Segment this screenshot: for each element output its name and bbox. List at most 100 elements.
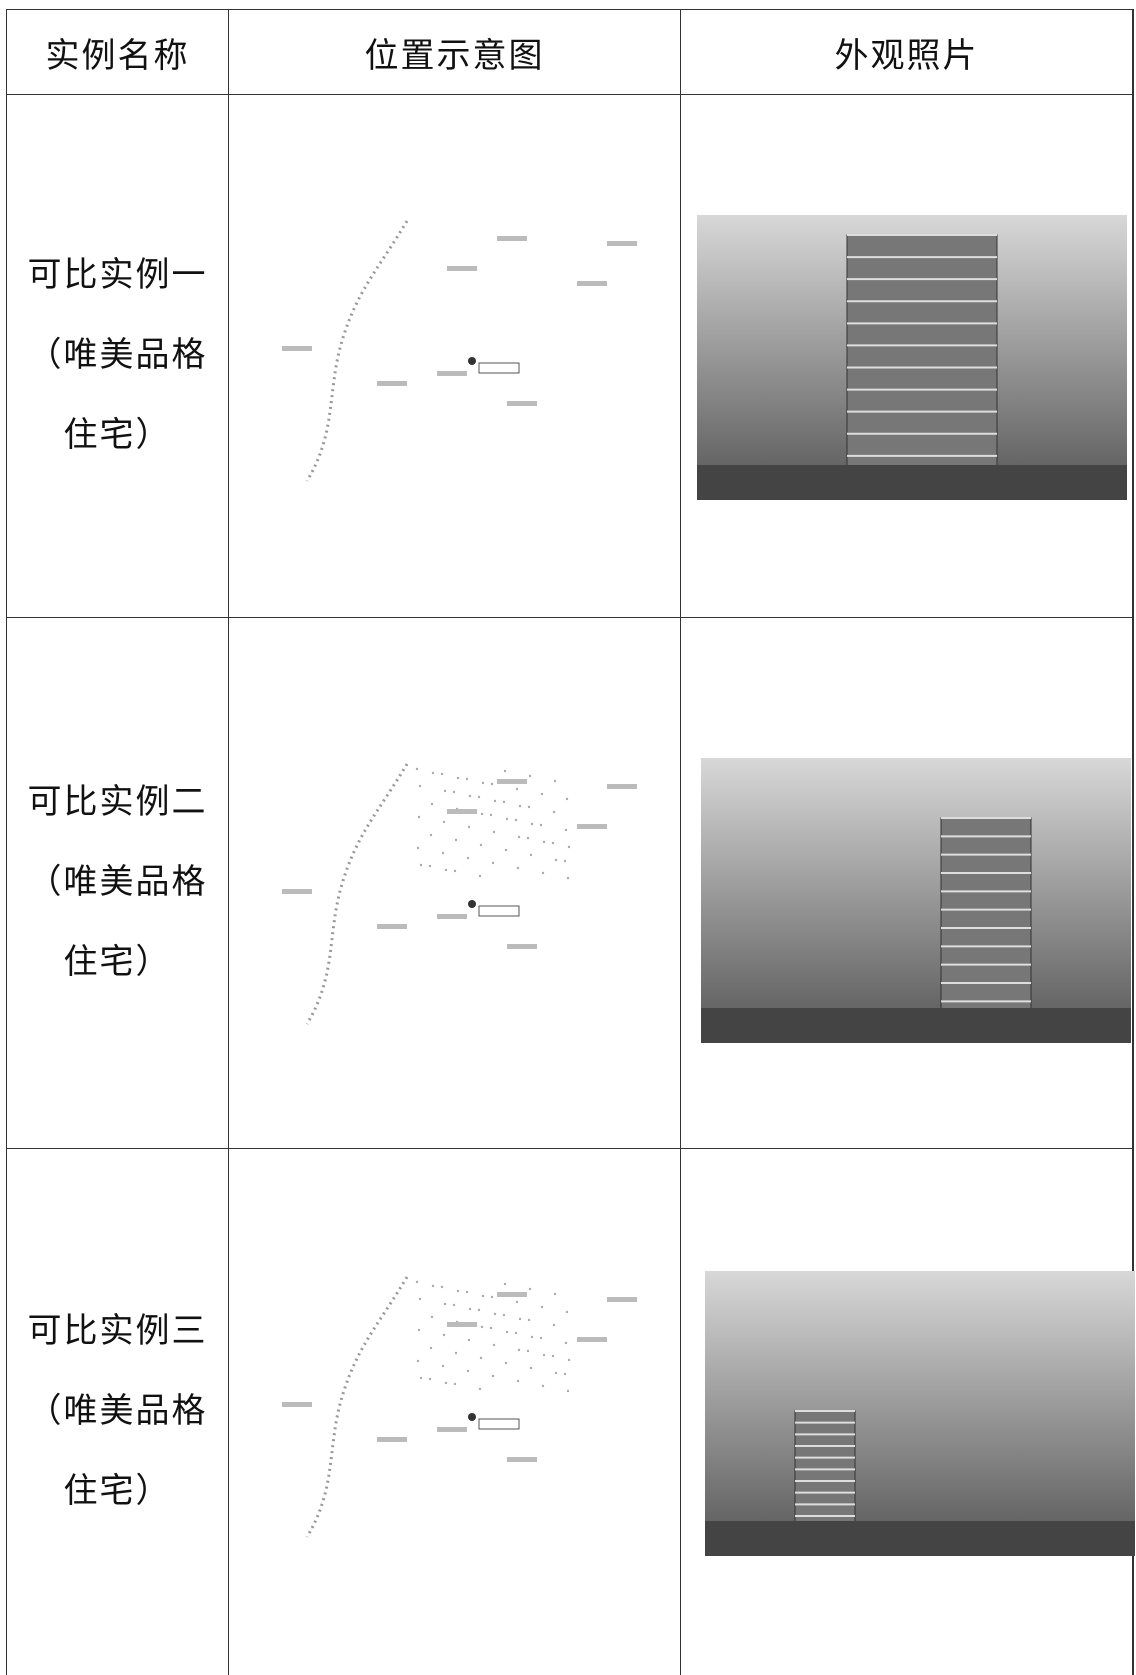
map-text	[607, 1297, 637, 1302]
map-label-box	[478, 362, 520, 374]
map-dot	[514, 818, 518, 822]
map-dot	[564, 1341, 568, 1345]
map-text	[577, 1337, 607, 1342]
map-dot	[566, 1389, 570, 1393]
map-dot	[540, 1305, 544, 1309]
map-dot	[480, 812, 484, 816]
map-dot	[530, 1335, 534, 1339]
map-dot	[528, 1287, 532, 1291]
name-line: 可比实例二	[27, 784, 208, 821]
name-line: 可比实例一	[27, 257, 208, 294]
map-text	[377, 1437, 407, 1442]
map-dot	[467, 1338, 471, 1342]
map-dot	[552, 1323, 556, 1327]
map-dot	[441, 851, 445, 855]
map-dot	[566, 876, 570, 880]
map-text	[377, 924, 407, 929]
map-dot	[563, 1372, 567, 1376]
header-cell: 位置示意图	[228, 9, 680, 94]
map-dot	[442, 820, 446, 824]
map-dot	[516, 866, 520, 870]
map-dot	[529, 853, 533, 857]
map-dot	[502, 1313, 506, 1317]
map-dot	[467, 825, 471, 829]
ground	[705, 1521, 1135, 1556]
map-dot	[466, 1369, 470, 1373]
map-dot	[479, 843, 483, 847]
map-dot	[492, 830, 496, 834]
map-dot	[553, 779, 557, 783]
map-dot	[468, 1307, 472, 1311]
map-dot	[489, 813, 493, 817]
map-dot	[489, 1326, 493, 1330]
location-map	[282, 763, 637, 1025]
map-dot	[465, 777, 469, 781]
name-line: （唯美品格	[27, 1393, 208, 1430]
map-dot	[429, 833, 433, 837]
map-dot	[490, 782, 494, 786]
map-text	[282, 1402, 312, 1407]
photo-cell	[680, 617, 1132, 1148]
map-dot	[503, 1282, 507, 1286]
map-dot	[502, 800, 506, 804]
river-line	[305, 220, 409, 482]
photo-cell	[680, 1148, 1135, 1675]
name-line: 住宅）	[63, 417, 172, 454]
map-dot	[431, 771, 435, 775]
map-dot	[491, 861, 495, 865]
map-dot	[478, 1387, 482, 1391]
map-cell	[228, 617, 680, 1148]
map-dot	[553, 1292, 557, 1296]
map-dot	[415, 1280, 419, 1284]
name-line: 住宅）	[63, 1473, 172, 1510]
map-text	[507, 944, 537, 949]
map-dot	[518, 804, 522, 808]
name-line: 住宅）	[63, 944, 172, 981]
map-dot	[430, 802, 434, 806]
map-text	[577, 281, 607, 286]
map-dot	[540, 792, 544, 796]
map-dot	[456, 776, 460, 780]
exterior-photo	[701, 758, 1131, 1043]
map-dot	[517, 1348, 521, 1352]
map-dot	[504, 848, 508, 852]
map-label-box	[478, 905, 520, 917]
name-cell: 可比实例三 （唯美品格住宅）	[6, 1148, 228, 1675]
map-dot	[417, 815, 421, 819]
map-dot	[477, 1308, 481, 1312]
exterior-photo	[705, 1271, 1135, 1556]
map-dot	[491, 1374, 495, 1378]
name-line: 可比实例三	[27, 1313, 208, 1350]
map-dot	[416, 846, 420, 850]
map-dot	[504, 1361, 508, 1365]
map-dot	[453, 869, 457, 873]
map-dot	[456, 1289, 460, 1293]
map-dot	[567, 1358, 571, 1362]
map-dot	[503, 769, 507, 773]
map-dot	[428, 864, 432, 868]
map-dot	[527, 1318, 531, 1322]
map-dot	[529, 1366, 533, 1370]
map-dot	[428, 1377, 432, 1381]
map-label-box	[478, 1418, 520, 1430]
map-dot	[430, 1315, 434, 1319]
map-dot	[418, 1297, 422, 1301]
map-text	[437, 1427, 467, 1432]
map-dot	[492, 1343, 496, 1347]
map-dot	[517, 835, 521, 839]
map-dot	[442, 1333, 446, 1337]
name-line: （唯美品格	[27, 864, 208, 901]
map-dot	[565, 797, 569, 801]
map-text	[577, 824, 607, 829]
map-text	[507, 401, 537, 406]
exterior-photo	[697, 215, 1127, 500]
map-text	[497, 236, 527, 241]
map-dot	[466, 856, 470, 860]
name-line: （唯美品格	[27, 337, 208, 374]
map-dot	[551, 841, 555, 845]
map-dot	[554, 858, 558, 862]
name-cell: 可比实例一 （唯美品格住宅）	[6, 94, 228, 617]
header-text: 位置示意图	[364, 37, 545, 75]
ground	[701, 1008, 1131, 1043]
map-dot	[493, 1312, 497, 1316]
